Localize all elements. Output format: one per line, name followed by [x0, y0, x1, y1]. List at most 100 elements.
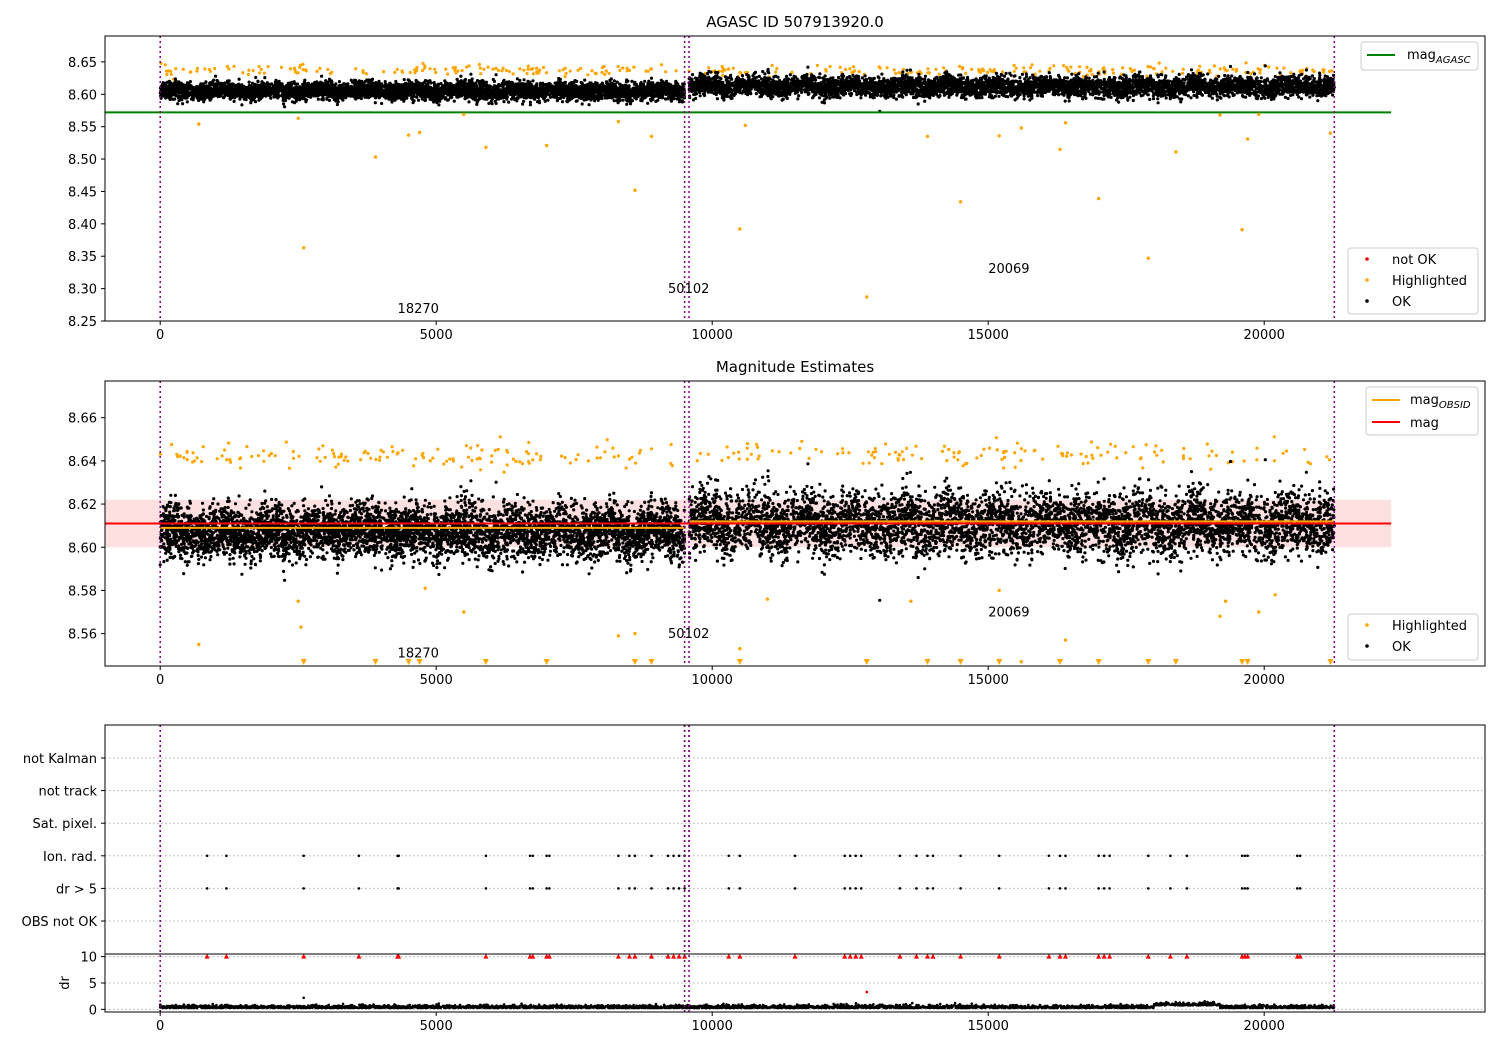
- outlier-points: [197, 112, 1333, 299]
- y-tick-label: 8.45: [68, 185, 97, 200]
- flag-row-label: not track: [38, 785, 97, 800]
- panel-magnitude-estimates: Magnitude Estimates 0 5000 10000 15000 20000…: [68, 358, 1486, 688]
- legend-marker-ok: [1365, 299, 1369, 303]
- dr-points: [158, 1000, 1336, 1010]
- below-range-marker: [736, 659, 743, 665]
- below-range-marker: [1327, 659, 1334, 665]
- legend-marker-not-ok: [1365, 257, 1369, 261]
- panel-2-title: Magnitude Estimates: [716, 358, 874, 376]
- y-tick-label: 8.64: [68, 455, 97, 470]
- below-range-marker: [372, 659, 379, 665]
- dr-clipped-marker: [615, 953, 621, 959]
- ok-points-obs-1: [687, 64, 1336, 113]
- x-tick-label: 10000: [692, 1019, 733, 1034]
- panel-2-legend-markers: Highlighted OK: [1347, 613, 1479, 661]
- panel-1-legend-markers: not OK Highlighted OK: [1347, 247, 1479, 315]
- panel-2-y-axis: 8.56 8.58 8.60 8.62 8.64 8.66: [68, 412, 105, 643]
- legend-label-ok: OK: [1392, 295, 1411, 310]
- dr-clipped-marker: [842, 953, 848, 959]
- obsid-annotation: 50102: [668, 627, 709, 642]
- below-range-marker: [416, 659, 423, 665]
- dr-clipped-marker: [1184, 953, 1190, 959]
- dr-clipped-marker: [546, 953, 552, 959]
- panel-1-annotations: 18270 50102 20069: [398, 262, 1030, 317]
- below-range-marker: [1172, 659, 1179, 665]
- below-range-marker: [648, 659, 655, 665]
- dr-clipped-marker: [897, 953, 903, 959]
- dr-clipped-marker: [530, 953, 536, 959]
- flag-row-label: dr > 5: [56, 882, 97, 897]
- dr-clipped-marker: [648, 953, 654, 959]
- ok-points-obs-0: [158, 72, 687, 109]
- y-tick-label: 8.50: [68, 153, 97, 168]
- below-range-marker: [957, 659, 964, 665]
- below-range-marker: [1244, 659, 1251, 665]
- dr-clipped-marker: [1062, 953, 1068, 959]
- dr-clipped-marker: [958, 953, 964, 959]
- below-range-marker: [924, 659, 931, 665]
- dr-clipped-marker: [858, 953, 864, 959]
- obsid-annotation: 18270: [398, 302, 439, 317]
- y-tick-label: 8.56: [68, 628, 97, 643]
- panel-1-x-axis: 0 5000 10000 15000 20000: [156, 321, 1285, 343]
- below-range-marker: [1095, 659, 1102, 665]
- below-range-marker: [405, 659, 412, 665]
- dr-clipped-marker: [792, 953, 798, 959]
- x-tick-label: 5000: [420, 1019, 453, 1034]
- dr-clipped-marker: [996, 953, 1002, 959]
- panel-4-plot: [105, 725, 1485, 1012]
- legend-label-highlighted: Highlighted: [1392, 274, 1467, 289]
- legend-label-agasc: magAGASC: [1407, 48, 1471, 66]
- x-tick-label: 0: [156, 673, 164, 688]
- y-tick-label: 8.25: [68, 315, 97, 330]
- flag-row-label: Ion. rad.: [43, 850, 97, 865]
- x-tick-label: 20000: [1244, 1019, 1285, 1034]
- obsid-annotation: 20069: [988, 262, 1029, 277]
- x-tick-label: 15000: [968, 328, 1009, 343]
- dr-clipped-marker: [737, 953, 743, 959]
- dr-clipped-marker: [483, 953, 489, 959]
- dr-clipped-marker: [1297, 953, 1303, 959]
- y-tick-label: 5: [89, 977, 97, 992]
- y-tick-label: 8.58: [68, 584, 97, 599]
- dr-clipped-marker: [847, 953, 853, 959]
- x-tick-label: 10000: [692, 328, 733, 343]
- dr-clipped-marker: [396, 953, 402, 959]
- x-tick-label: 0: [156, 328, 164, 343]
- dr-clipped-marker: [924, 953, 930, 959]
- dr-clipped-marker: [726, 953, 732, 959]
- panel-2-frame: [104, 380, 1486, 667]
- below-range-marker: [300, 659, 307, 665]
- y-tick-label: 10: [80, 951, 97, 966]
- dr-clipped-marker: [913, 953, 919, 959]
- panel-2-plot: [105, 381, 1392, 666]
- outlier-points: [197, 586, 1277, 664]
- panel-3-y-axis: not Kalman not track Sat. pixel. Ion. rad. d…: [22, 752, 105, 930]
- panel-4-x-axis: 0 5000 10000 15000 20000: [156, 1012, 1285, 1034]
- dr-clipped-marker: [356, 953, 362, 959]
- y-tick-label: 8.40: [68, 218, 97, 233]
- plot-area: [105, 381, 1392, 666]
- obsid-annotation: 50102: [668, 282, 709, 297]
- y-tick-label: 8.30: [68, 283, 97, 298]
- panel-2-annotations: 18270 50102 20069: [398, 605, 1030, 661]
- panel-4-y-axis: 0 5 10: [80, 951, 105, 1018]
- dr-clipped-marker: [204, 953, 210, 959]
- x-tick-label: 20000: [1244, 673, 1285, 688]
- y-tick-label: 8.65: [68, 56, 97, 71]
- dr-clipped-marker: [1245, 953, 1251, 959]
- panel-1-legend-line: magAGASC: [1360, 41, 1479, 71]
- dr-clipped-marker: [626, 953, 632, 959]
- panel-4-ylabel: dr: [58, 976, 73, 990]
- below-range-marker: [1145, 659, 1152, 665]
- panel-2-x-axis: 0 5000 10000 15000 20000: [156, 666, 1285, 688]
- below-range-marker: [863, 659, 870, 665]
- dr-clipped-marker: [1101, 953, 1107, 959]
- dr-clipped-marker: [1096, 953, 1102, 959]
- panel-1-plot: [105, 36, 1392, 321]
- dr-clipped-marker: [671, 953, 677, 959]
- legend-label-obsid: magOBSID: [1410, 393, 1471, 411]
- dr-clipped-marker: [1107, 953, 1113, 959]
- flag-row-label: not Kalman: [23, 752, 97, 767]
